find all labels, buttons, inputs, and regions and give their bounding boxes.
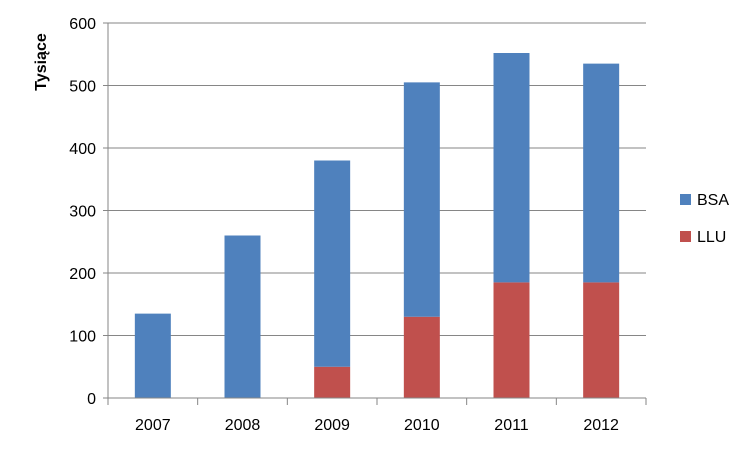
bar-bsa-2010 bbox=[403, 82, 440, 317]
bars bbox=[134, 53, 620, 398]
bar-llu-2011 bbox=[493, 282, 530, 398]
x-tick-label: 2007 bbox=[135, 417, 171, 434]
axes: 0 100 200 300 400 500 600 2007 2008 2009 2010 2011 2… bbox=[69, 16, 647, 434]
x-tick-label: 2011 bbox=[494, 417, 529, 434]
y-tick-label: 0 bbox=[87, 391, 96, 408]
bar-bsa-2011 bbox=[493, 53, 530, 283]
legend-swatch-bsa bbox=[680, 194, 691, 205]
legend: BSA LLU bbox=[680, 192, 729, 246]
y-tick-label: 100 bbox=[69, 329, 96, 346]
y-tick-label: 600 bbox=[69, 16, 96, 33]
y-tick-label: 500 bbox=[69, 79, 96, 96]
legend-label-llu: LLU bbox=[697, 229, 726, 246]
bar-bsa-2012 bbox=[583, 63, 620, 283]
bar-llu-2009 bbox=[314, 366, 351, 398]
bar-bsa-2009 bbox=[314, 160, 351, 367]
y-tick-label: 300 bbox=[69, 204, 96, 221]
gridlines bbox=[108, 22, 646, 336]
x-tick-label: 2012 bbox=[583, 417, 619, 434]
bar-bsa-2008 bbox=[224, 235, 261, 398]
legend-label-bsa: BSA bbox=[697, 192, 729, 209]
y-tick-label: 200 bbox=[69, 266, 96, 283]
x-tick-label: 2008 bbox=[225, 417, 261, 434]
y-tick-label: 400 bbox=[69, 141, 96, 158]
legend-swatch-llu bbox=[680, 231, 691, 242]
bar-llu-2010 bbox=[403, 316, 440, 398]
y-axis-title: Tysiące bbox=[33, 33, 50, 91]
bar-bsa-2007 bbox=[134, 313, 171, 398]
x-tick-label: 2010 bbox=[404, 417, 440, 434]
x-tick-label: 2009 bbox=[314, 417, 350, 434]
bar-llu-2012 bbox=[583, 282, 620, 398]
